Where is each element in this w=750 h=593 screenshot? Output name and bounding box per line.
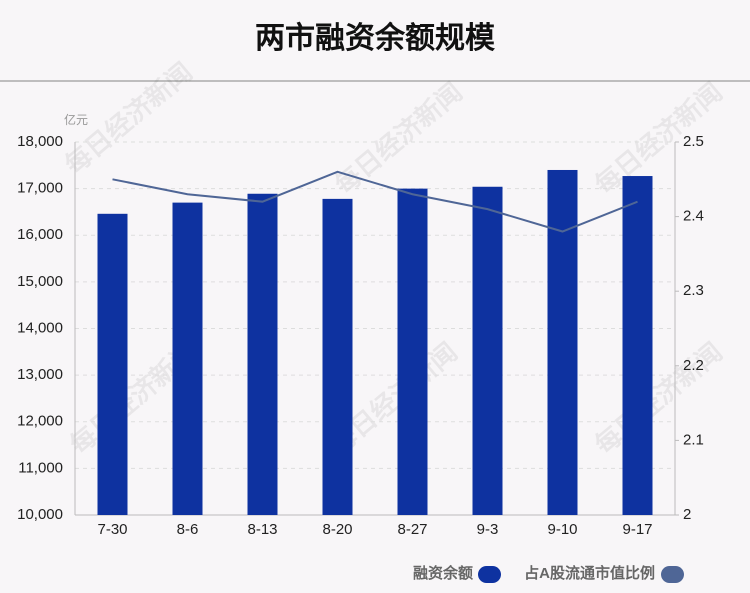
bar — [247, 193, 278, 515]
y2-tick-label: 2 — [683, 506, 691, 523]
y-tick-label: 12,000 — [17, 413, 63, 430]
x-tick-label: 9-17 — [622, 521, 652, 538]
bar — [322, 198, 353, 515]
y2-tick-label: 2.5 — [683, 133, 704, 150]
x-tick-label: 8-6 — [177, 521, 199, 538]
y2-tick-label: 2.3 — [683, 282, 704, 299]
legend-label: 融资余额 — [413, 564, 473, 582]
x-tick-label: 7-30 — [97, 521, 127, 538]
bar — [547, 169, 578, 515]
legend-label: 占A股流通市值比例 — [524, 564, 655, 582]
x-tick-label: 8-27 — [397, 521, 427, 538]
x-tick-label: 8-20 — [322, 521, 352, 538]
y2-tick-label: 2.1 — [683, 431, 704, 448]
chart-title: 两市融资余额规模 — [255, 21, 495, 55]
y-tick-label: 17,000 — [17, 180, 63, 197]
y-tick-label: 18,000 — [17, 133, 63, 150]
legend-swatch — [478, 566, 501, 583]
y-tick-label: 15,000 — [17, 273, 63, 290]
y-tick-label: 13,000 — [17, 366, 63, 383]
x-tick-label: 9-3 — [477, 521, 499, 538]
y-tick-label: 16,000 — [17, 226, 63, 243]
x-tick-label: 8-13 — [247, 521, 277, 538]
line — [112, 170, 638, 233]
bar — [97, 213, 128, 516]
y2-tick-label: 2.4 — [683, 208, 704, 225]
bar — [172, 202, 203, 516]
bar — [622, 176, 653, 515]
y-tick-label: 10,000 — [17, 506, 63, 523]
legend-swatch — [661, 566, 684, 583]
y-unit: 亿元 — [64, 112, 88, 127]
y2-tick-label: 2.2 — [683, 357, 704, 374]
y-tick-label: 14,000 — [17, 319, 63, 336]
x-tick-label: 9-10 — [547, 521, 577, 538]
bar — [397, 188, 428, 515]
bar — [472, 186, 503, 515]
y-tick-label: 11,000 — [18, 459, 63, 476]
